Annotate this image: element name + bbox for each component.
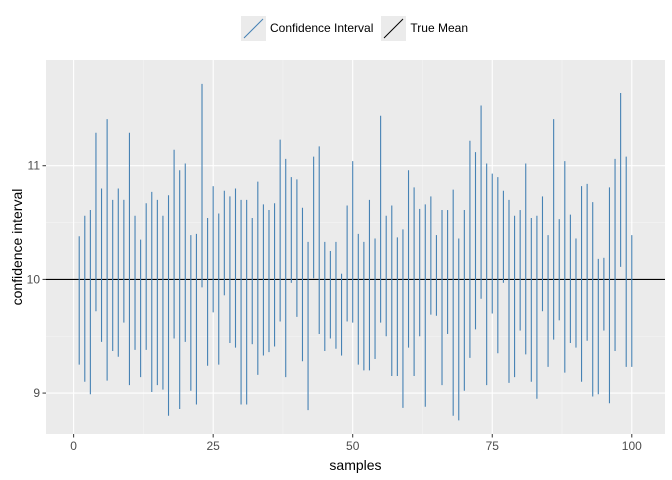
legend-key-true-mean [381,15,407,41]
legend-label-true-mean: True Mean [410,21,468,35]
x-tick-label: 25 [206,439,220,453]
y-tick-label: 10 [27,272,41,286]
legend-label-confidence-interval: Confidence Interval [270,21,374,35]
legend-key-confidence-interval [241,15,266,41]
x-tick-label: 50 [346,439,360,453]
x-axis-title: samples [329,457,381,473]
axis-ticks: 0 25 50 75 100 9 10 11 [27,159,642,453]
plot-panel [46,60,665,434]
legend-item-confidence-interval: Confidence Interval [241,15,374,41]
legend: Confidence Interval True Mean [241,14,476,42]
y-axis-title: confidence interval [9,189,25,306]
y-tick-label: 11 [28,159,41,173]
y-tick-label: 9 [33,386,40,400]
x-tick-label: 100 [622,439,642,453]
legend-item-true-mean: True Mean [381,15,468,41]
confidence-interval-series [78,83,633,421]
x-tick-label: 75 [486,439,500,453]
x-tick-label: 0 [70,439,77,453]
